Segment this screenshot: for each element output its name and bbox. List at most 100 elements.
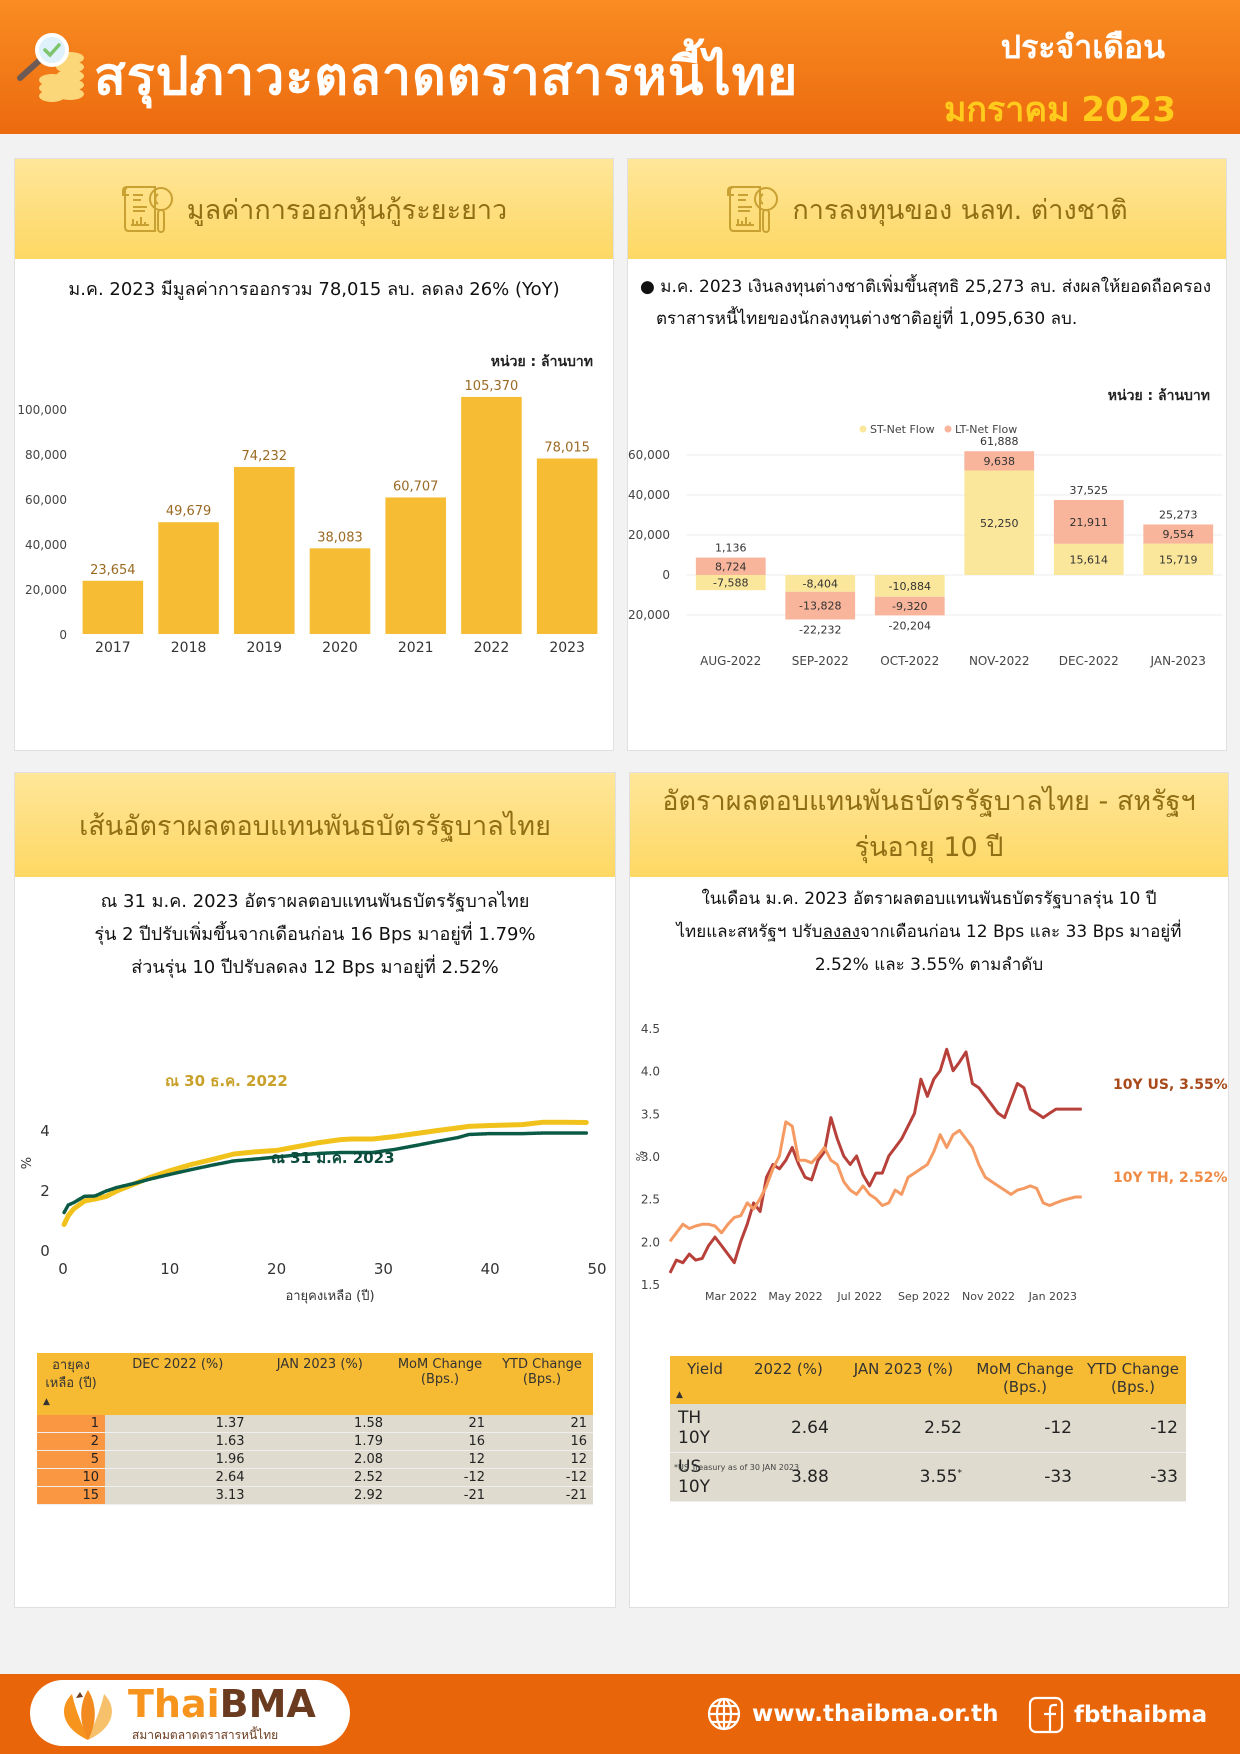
bar-segment-lt [964,451,1035,471]
total-label: -22,232 [799,623,841,636]
column-header-tenor[interactable]: อายุคง เหลือ (ปี) ▲ [37,1353,105,1415]
legend-marker-st [859,425,867,433]
column-header-ytd[interactable]: YTD Change (Bps.) [1080,1356,1186,1404]
brand-subtitle: สมาคมตลาดตราสารหนี้ไทย [132,1728,279,1742]
column-header-mom[interactable]: MoM Change (Bps.) [970,1356,1080,1404]
table-header-row: Yield ▲ 2022 (%) JAN 2023 (%) MoM Change … [670,1356,1186,1404]
x-tick-label: Mar 2022 [705,1290,757,1303]
website-link[interactable]: www.thaibma.or.th [706,1696,998,1732]
table-row: TH 10Y 2.64 2.52 -12 -12 [670,1404,1186,1453]
column-header-2022[interactable]: 2022 (%) [740,1356,837,1404]
value-cell: 2.52 [836,1404,970,1453]
value-cell: 12 [491,1450,593,1469]
x-tick-label: SEP-2022 [792,654,849,668]
value-cell: 2.92 [250,1486,389,1505]
th-us-title-line1: อัตราผลตอบแทนพันธบัตรรัฐบาลไทย - สหรัฐฯ [662,786,1196,817]
foreign-unit-label: หน่วย : ล้านบาท [1107,388,1210,404]
bar [158,522,219,634]
value-cell: 1.79 [250,1432,389,1451]
segment-label-st: -8,404 [803,577,838,590]
y-tick-label: 2.5 [641,1193,660,1207]
data-label: 74,232 [242,449,288,464]
tenor-cell: 2 [37,1432,105,1451]
value-cell: 2.64 [740,1404,837,1453]
curve-summary-line3: ส่วนรุ่น 10 ปีปรับลดลง 12 Bps มาอยู่ที่ … [131,957,499,978]
y-axis-label: % [20,1157,35,1169]
curve-summary-line1: ณ 31 ม.ค. 2023 อัตราผลตอบแทนพันธบัตรรัฐบ… [100,891,530,912]
y-tick-label: 0 [662,568,670,582]
table-row: 1 1.37 1.58 21 21 [37,1415,593,1433]
value-cell: 2.08 [250,1450,389,1469]
value-cell: -33 [970,1452,1080,1502]
value-cell: 3.55* [836,1452,970,1502]
column-header-ytd[interactable]: YTD Change (Bps.) [491,1353,593,1415]
x-tick-label: Jul 2022 [836,1290,882,1303]
value-cell: 1.58 [250,1415,389,1433]
coins-magnifier-icon [17,33,84,102]
x-tick-label: DEC-2022 [1059,654,1119,668]
yield-curve-title: เส้นอัตราผลตอบแทนพันธบัตรรัฐบาลไทย [79,810,551,842]
th-us-yield-card: อัตราผลตอบแทนพันธบัตรรัฐบาลไทย - สหรัฐฯ … [629,772,1229,1608]
value-cell: 2.52 [250,1468,389,1487]
table-row: 2 1.63 1.79 16 16 [37,1432,593,1451]
foreign-summary-line2: ตราสารหนี้ไทยของนักลงทุนต่างชาติอยู่ที่ … [656,309,1078,329]
total-label: 1,136 [715,542,747,555]
yield-name-cell: TH 10Y [670,1404,740,1453]
data-label: 60,707 [393,479,439,494]
series-line-us10y [668,1047,1082,1274]
th-us-10y-line-chart: 1.5 2.0 2.5 3.0 3.5 4.0 4.5% Mar 2022 May 2022 Ju… [634,1022,1228,1303]
th-us-yield-card-header: อัตราผลตอบแทนพันธบัตรรัฐบาลไทย - สหรัฐฯ … [630,773,1228,877]
y-tick-label: 0 [59,628,67,642]
x-tick-label: May 2022 [768,1290,822,1303]
table-row: US 10Y 3.88 3.55* -33 -33 [670,1452,1186,1502]
y-tick-label: 40,000 [25,538,67,552]
facebook-link[interactable]: fbthaibma [1028,1696,1207,1734]
y-tick-label: 20,000 [25,583,67,597]
tenor-cell: 5 [37,1450,105,1469]
segment-label-st: 52,250 [980,517,1019,530]
y-tick-label: 100,000 [17,403,67,417]
segment-label-lt: 21,911 [1070,516,1109,529]
thaibma-logo[interactable]: ThaiBMA สมาคมตลาดตราสารหนี้ไทย [30,1680,350,1746]
bar-segment-st [874,575,945,597]
x-tick-label: AUG-2022 [700,654,761,668]
tenor-cell: 15 [37,1486,105,1505]
bar-segment-st [695,575,766,591]
bar [536,458,598,634]
column-header-jan2023[interactable]: JAN 2023 (%) [250,1353,389,1415]
y-tick-label: 1.5 [641,1278,660,1292]
value-cell: 16 [389,1432,491,1451]
x-tick-label: 20 [267,1260,286,1278]
page-header: สรุปภาวะตลาดตราสารหนี้ไทย ประจำเดือน มกร… [0,0,1240,134]
y-tick-label: -20,000 [628,608,670,622]
y-tick-label: 80,000 [25,448,67,462]
legend-marker-lt [944,425,952,433]
y-tick-label: 2 [40,1182,50,1200]
tenor-cell: 1 [37,1415,105,1433]
x-tick-label: 2020 [322,640,358,656]
series-label-th10y: 10Y TH, 2.52% [1113,1170,1228,1186]
sort-asc-icon: ▲ [676,1390,683,1400]
bar-segment-lt [1143,524,1214,544]
page-title: สรุปภาวะตลาดตราสารหนี้ไทย [94,47,799,107]
segment-label-lt: -13,828 [799,600,841,613]
bar [309,548,371,634]
value-cell: 1.96 [105,1450,251,1469]
asterisk-note-marker: * [957,1468,963,1479]
x-tick-label: 2021 [398,640,434,656]
value-cell: -21 [491,1486,593,1505]
column-header-dec2022[interactable]: DEC 2022 (%) [105,1353,251,1415]
x-tick-label: 40 [481,1260,500,1278]
legend-label-st: ST-Net Flow [870,423,935,436]
column-header-jan2023[interactable]: JAN 2023 (%) [836,1356,970,1404]
us-treasury-footnote: *US Treasury as of 30 JAN 2023 [674,1463,800,1472]
facebook-icon [1028,1696,1064,1734]
value-cell: 2.64 [105,1468,251,1487]
segment-label-lt: 8,724 [715,560,747,573]
y-tick-label: 40,000 [628,488,670,502]
column-header-yield[interactable]: Yield ▲ [670,1356,740,1404]
issuance-card: มูลค่าการออกหุ้นกู้ระยะยาว ม.ค. 2023 มีม… [14,158,614,751]
column-header-mom[interactable]: MoM Change (Bps.) [389,1353,491,1415]
brand-name: ThaiBMA [128,1682,316,1726]
